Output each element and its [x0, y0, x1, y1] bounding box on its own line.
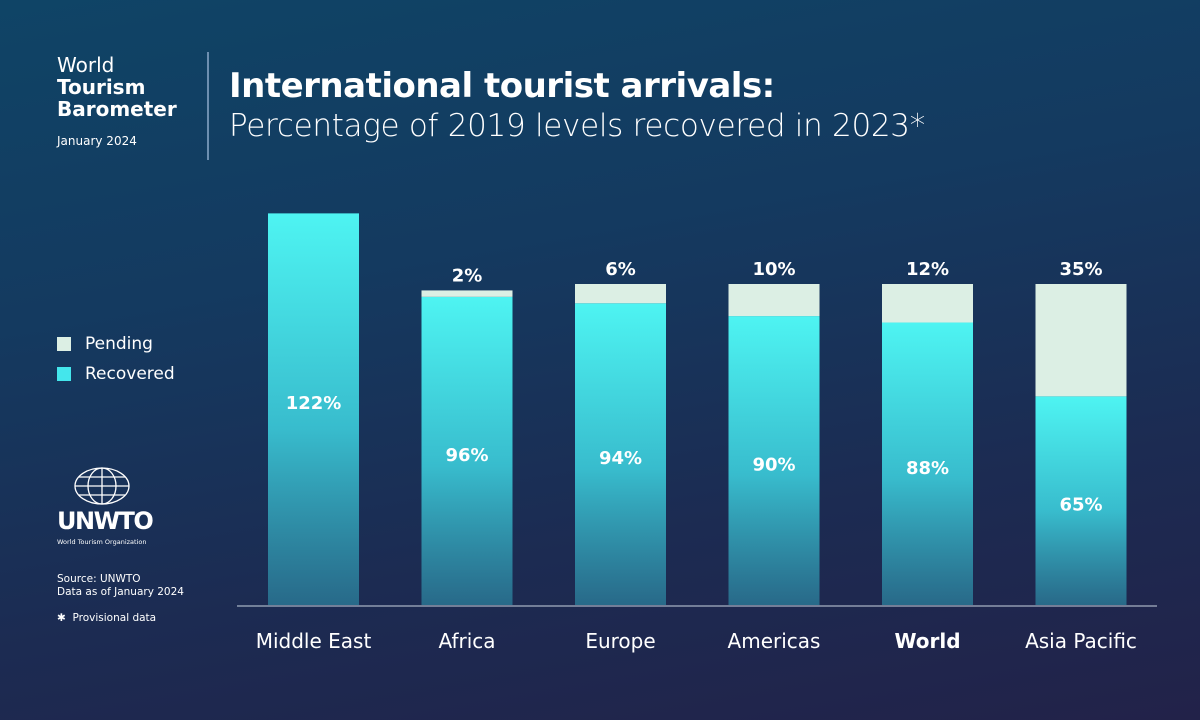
recovered-label: 90% — [752, 455, 795, 476]
legend-label: Pending — [85, 334, 153, 354]
pending-label: 10% — [752, 259, 795, 280]
divider — [207, 52, 209, 160]
pending-label: 12% — [906, 259, 949, 280]
logo-tagline: World Tourism Organization — [57, 538, 146, 546]
bar-recovered — [728, 316, 820, 605]
source: Source: UNWTO — [57, 573, 141, 585]
legend-recovered: Recovered — [57, 364, 175, 384]
bar-pending — [728, 284, 820, 317]
bar-recovered — [268, 213, 359, 605]
provisional-text: Provisional data — [72, 612, 157, 624]
provisional-note: ✱ Provisional data — [57, 612, 156, 624]
asterisk-icon: ✱ — [57, 612, 66, 624]
category-label: Middle East — [256, 629, 372, 653]
bar-pending — [421, 290, 513, 297]
pending-label: 35% — [1059, 259, 1102, 280]
bar-recovered — [421, 296, 513, 605]
recovered-swatch — [57, 367, 71, 381]
recovered-label: 88% — [906, 458, 949, 479]
category-label: World — [894, 629, 960, 653]
unwto-logo: UNWTO World Tourism Organization — [57, 466, 187, 552]
globe-icon: UNWTO World Tourism Organization — [57, 467, 155, 546]
bar-pending — [882, 284, 973, 323]
bar-pending — [575, 284, 666, 304]
pending-label: 2% — [452, 265, 483, 286]
brand-date: January 2024 — [57, 134, 137, 148]
pending-label: 6% — [605, 259, 636, 280]
bar-pending — [1035, 284, 1127, 397]
recovered-label: 94% — [599, 448, 642, 469]
brand-tourism: Tourism — [57, 75, 146, 99]
category-label: Asia Pacific — [1025, 629, 1137, 653]
source-note: Source: UNWTO Data as of January 2024 — [57, 573, 184, 599]
legend-pending: Pending — [57, 334, 153, 354]
brand-barometer: Barometer — [57, 97, 177, 121]
logo-text: UNWTO — [57, 507, 153, 535]
category-label: Africa — [438, 629, 495, 653]
pending-swatch — [57, 337, 71, 351]
chart-title: International tourist arrivals: — [229, 66, 775, 106]
legend-label: Recovered — [85, 364, 175, 384]
bar-recovered — [882, 322, 973, 605]
category-label: Americas — [728, 629, 821, 653]
chart-subtitle: Percentage of 2019 levels recovered in 2… — [229, 108, 925, 144]
recovered-label: 122% — [286, 393, 342, 414]
recovered-label: 65% — [1059, 495, 1102, 516]
bar-recovered — [575, 303, 666, 605]
bar-recovered — [1035, 396, 1127, 605]
recovered-label: 96% — [445, 445, 488, 466]
category-label: Europe — [585, 629, 655, 653]
brand-world: World — [57, 53, 115, 77]
data-as-of: Data as of January 2024 — [57, 586, 184, 598]
